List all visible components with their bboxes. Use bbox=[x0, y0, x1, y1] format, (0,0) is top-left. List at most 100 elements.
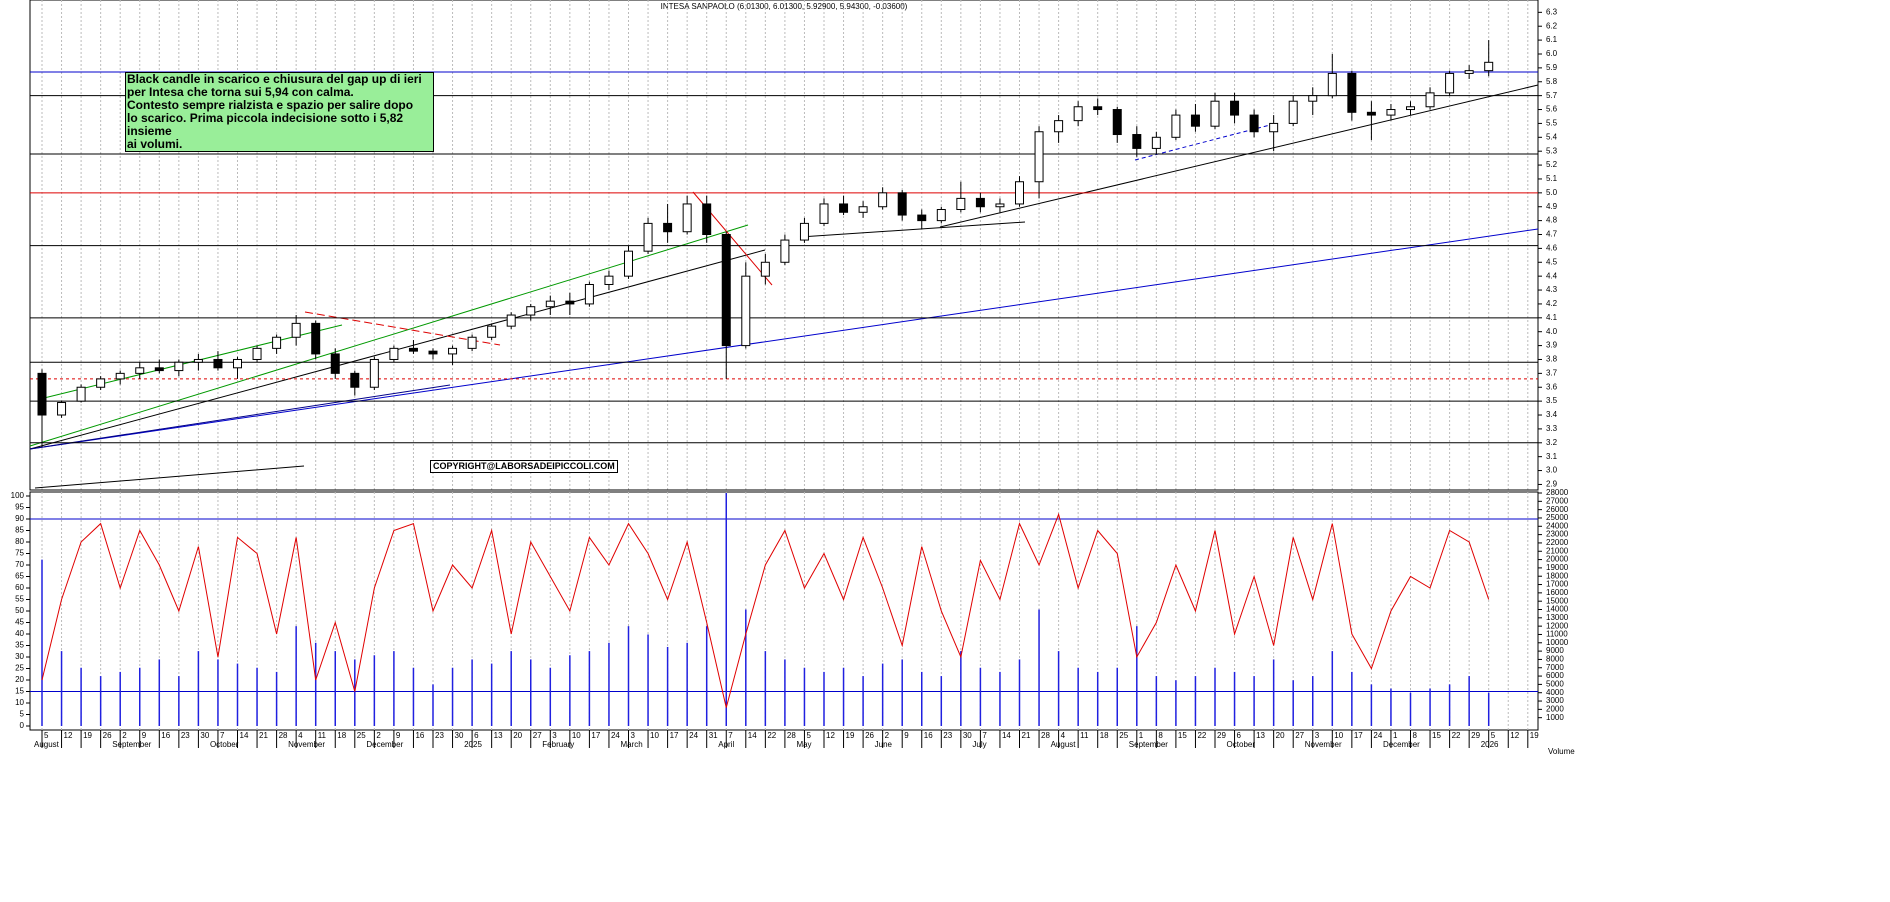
candle-body bbox=[1347, 72, 1357, 113]
candle-body bbox=[213, 358, 223, 369]
y2-tick-label: 26000 bbox=[1546, 505, 1569, 514]
month-label: October bbox=[210, 740, 239, 749]
x-tick-label: 28 bbox=[1041, 731, 1050, 740]
candle-body bbox=[1425, 92, 1435, 108]
x-tick-label: 8 bbox=[1413, 731, 1418, 740]
x-tick-label: 24 bbox=[689, 731, 698, 740]
y2-tick-label: 19000 bbox=[1546, 563, 1569, 572]
x-tick-label: 23 bbox=[943, 731, 952, 740]
y-tick-label: 5.6 bbox=[1546, 105, 1558, 114]
x-tick-label: 19 bbox=[846, 731, 855, 740]
candle-body bbox=[721, 234, 731, 347]
y-tick-label: 3.4 bbox=[1546, 410, 1558, 419]
x-tick-label: 12 bbox=[64, 731, 73, 740]
oscillator-line bbox=[41, 512, 1490, 708]
month-label: September bbox=[112, 740, 151, 749]
x-tick-label: 21 bbox=[1022, 731, 1031, 740]
y2-tick-label: 14000 bbox=[1546, 605, 1569, 614]
y2-tick-label: 3000 bbox=[1546, 696, 1564, 705]
candle-body bbox=[291, 322, 301, 338]
y-tick-label: 3.1 bbox=[1546, 452, 1558, 461]
y2-tick-label: 16000 bbox=[1546, 588, 1569, 597]
month-label: December bbox=[366, 740, 403, 749]
y-tick-label: 5.4 bbox=[1546, 132, 1558, 141]
candle-body bbox=[272, 336, 282, 349]
x-tick-label: 12 bbox=[826, 731, 835, 740]
x-tick-label: 20 bbox=[513, 731, 522, 740]
x-tick-label: 19 bbox=[1530, 731, 1539, 740]
x-tick-label: 15 bbox=[1178, 731, 1187, 740]
x-tick-label: 10 bbox=[1334, 731, 1343, 740]
candle-body bbox=[408, 347, 418, 352]
month-label: February bbox=[542, 740, 574, 749]
x-tick-label: 15 bbox=[1432, 731, 1441, 740]
candle-body bbox=[878, 192, 888, 208]
x-tick-label: 11 bbox=[318, 731, 327, 740]
candle-body bbox=[1445, 72, 1455, 94]
x-tick-label: 5 bbox=[1491, 731, 1496, 740]
y-tick-label: 5.1 bbox=[1546, 174, 1558, 183]
month-label: September bbox=[1129, 740, 1168, 749]
x-tick-label: 22 bbox=[767, 731, 776, 740]
y-tick-label: 5.0 bbox=[1546, 188, 1558, 197]
x-tick-label: 18 bbox=[337, 731, 346, 740]
x-tick-label: 5 bbox=[44, 731, 49, 740]
x-tick-label: 30 bbox=[963, 731, 972, 740]
y-tick-label: 45 bbox=[15, 618, 24, 627]
candle-body bbox=[1132, 134, 1142, 149]
candle-body bbox=[604, 275, 614, 285]
x-tick-label: 14 bbox=[1002, 731, 1011, 740]
candle-body bbox=[624, 250, 633, 277]
candle-body bbox=[1210, 100, 1220, 127]
x-tick-label: 7 bbox=[728, 731, 733, 740]
y-tick-label: 20 bbox=[15, 675, 24, 684]
x-tick-label: 19 bbox=[83, 731, 92, 740]
candle-body bbox=[467, 336, 477, 349]
x-tick-label: 20 bbox=[1276, 731, 1285, 740]
candle-body bbox=[545, 300, 555, 308]
candle-body bbox=[448, 347, 458, 355]
y-tick-label: 5.2 bbox=[1546, 160, 1558, 169]
y-tick-label: 85 bbox=[15, 526, 24, 535]
candle-body bbox=[233, 358, 242, 369]
candle-body bbox=[350, 372, 360, 388]
candle-body bbox=[741, 275, 751, 347]
candle-body bbox=[839, 203, 849, 213]
y2-tick-label: 12000 bbox=[1546, 621, 1569, 630]
candle-body bbox=[1151, 136, 1161, 149]
candle-body bbox=[1464, 70, 1474, 74]
x-tick-label: 14 bbox=[240, 731, 249, 740]
y-tick-label: 30 bbox=[15, 652, 24, 661]
y-tick-label: 55 bbox=[15, 595, 24, 604]
y2-tick-label: 8000 bbox=[1546, 655, 1564, 664]
x-tick-label: 29 bbox=[1217, 731, 1226, 740]
y-tick-label: 80 bbox=[15, 537, 24, 546]
candle-body bbox=[1190, 114, 1200, 127]
candle-body bbox=[57, 402, 67, 416]
candle-body bbox=[1269, 122, 1279, 133]
x-tick-label: 23 bbox=[181, 731, 190, 740]
trendline bbox=[304, 311, 501, 346]
y2-tick-label: 21000 bbox=[1546, 546, 1569, 555]
candle-body bbox=[917, 214, 927, 222]
candle-body bbox=[526, 306, 536, 316]
x-tick-label: 14 bbox=[748, 731, 757, 740]
y-tick-label: 90 bbox=[15, 514, 24, 523]
candle-body bbox=[780, 239, 790, 263]
candle-body bbox=[1034, 131, 1044, 183]
y2-tick-label: 17000 bbox=[1546, 580, 1569, 589]
trendline bbox=[29, 228, 1539, 450]
y-tick-label: 5.9 bbox=[1546, 63, 1558, 72]
y-tick-label: 5.8 bbox=[1546, 77, 1558, 86]
candle-body bbox=[1406, 106, 1415, 111]
y-tick-label: 5.7 bbox=[1546, 91, 1558, 100]
y-tick-label: 4.0 bbox=[1546, 327, 1558, 336]
x-tick-label: 31 bbox=[709, 731, 718, 740]
candle-body bbox=[1054, 120, 1064, 133]
x-tick-label: 8 bbox=[1158, 731, 1163, 740]
y-tick-label: 50 bbox=[15, 606, 24, 615]
x-tick-label: 11 bbox=[1080, 731, 1089, 740]
x-tick-label: 16 bbox=[161, 731, 170, 740]
x-tick-label: 1 bbox=[1139, 731, 1144, 740]
y-tick-label: 6.3 bbox=[1546, 7, 1558, 16]
